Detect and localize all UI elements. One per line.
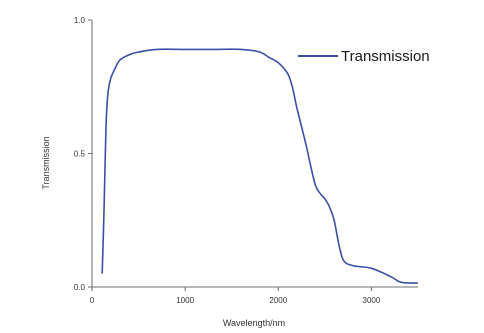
series-line-transmission	[101, 48, 419, 284]
y-axis-title: Transmission	[41, 136, 51, 189]
x-axis-title: Wavelength/nm	[223, 318, 285, 328]
x-tick-label: 0	[90, 296, 95, 305]
y-tick-label: 0.0	[74, 283, 86, 292]
x-tick-label: 1000	[176, 296, 194, 305]
y-tick-label: 0.5	[74, 150, 86, 159]
ticks: 0 1000 2000 3000 0.0 0.5 1.0	[74, 16, 381, 305]
x-tick-label: 3000	[363, 296, 381, 305]
series-layer	[101, 48, 419, 284]
legend-label-transmission: Transmission	[341, 48, 430, 65]
x-tick-label: 2000	[269, 296, 287, 305]
y-tick-label: 1.0	[74, 16, 86, 25]
legend: Transmission	[298, 48, 430, 65]
